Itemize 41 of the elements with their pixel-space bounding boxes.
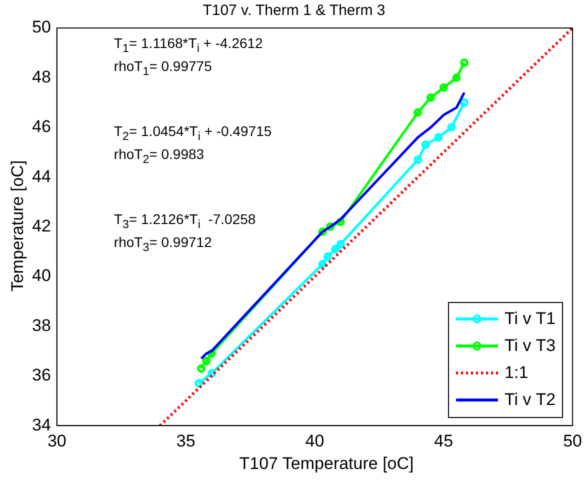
annotation: rhoT$_{3}$= 0.99712 (114, 234, 212, 255)
point (421, 140, 430, 150)
point (426, 93, 435, 102)
annotation: rhoT$_{2}$= 0.9983 (114, 146, 204, 167)
legend-label: Ti v T2 (504, 390, 556, 410)
annotation: rhoT$_{1}$= 0.99775 (114, 58, 212, 79)
annotation: T$_{3}$= 1.2126*T$_{i}$ -7.0258 (114, 211, 256, 232)
point (452, 73, 461, 82)
point (336, 240, 345, 248)
legend-label: Ti v T1 (504, 309, 556, 330)
y-tick-label: 38 (32, 316, 51, 335)
point (460, 98, 469, 107)
y-tick-label: 36 (32, 366, 51, 385)
point (323, 252, 332, 261)
y-axis-title: Temperature [oC] (8, 159, 28, 294)
y-tick-label: 50 (32, 18, 51, 37)
point (318, 260, 327, 268)
point (439, 83, 448, 92)
legend-label: Ti v T3 (504, 336, 556, 356)
annotation: T$_{1}$= 1.1168*T$_{i}$ + -4.2612 (114, 35, 263, 56)
point (414, 155, 422, 164)
legend-label: 1:1 (504, 363, 528, 384)
point (197, 364, 206, 373)
point (331, 244, 340, 254)
point (434, 133, 443, 142)
x-tick-label: 35 (176, 431, 196, 450)
point (447, 123, 456, 132)
y-tick-label: 42 (32, 216, 51, 236)
x-tick-label: 50 (563, 431, 582, 450)
point (460, 58, 469, 68)
x-tick-label: 40 (305, 431, 324, 450)
annotation: T$_{2}$= 1.0454*T$_{i}$ + -0.49715 (114, 123, 272, 144)
point (414, 108, 422, 117)
point (202, 356, 211, 366)
y-tick-label: 48 (32, 67, 51, 86)
y-tick-label: 46 (32, 117, 51, 136)
x-tick-label: 45 (434, 431, 454, 450)
y-tick-label: 44 (32, 166, 51, 186)
chart-title: T107 v. Therm 1 & Therm 3 (202, 2, 386, 19)
y-tick-label: 40 (32, 266, 51, 286)
x-axis-title: T107 Temperature [oC] (238, 454, 415, 474)
